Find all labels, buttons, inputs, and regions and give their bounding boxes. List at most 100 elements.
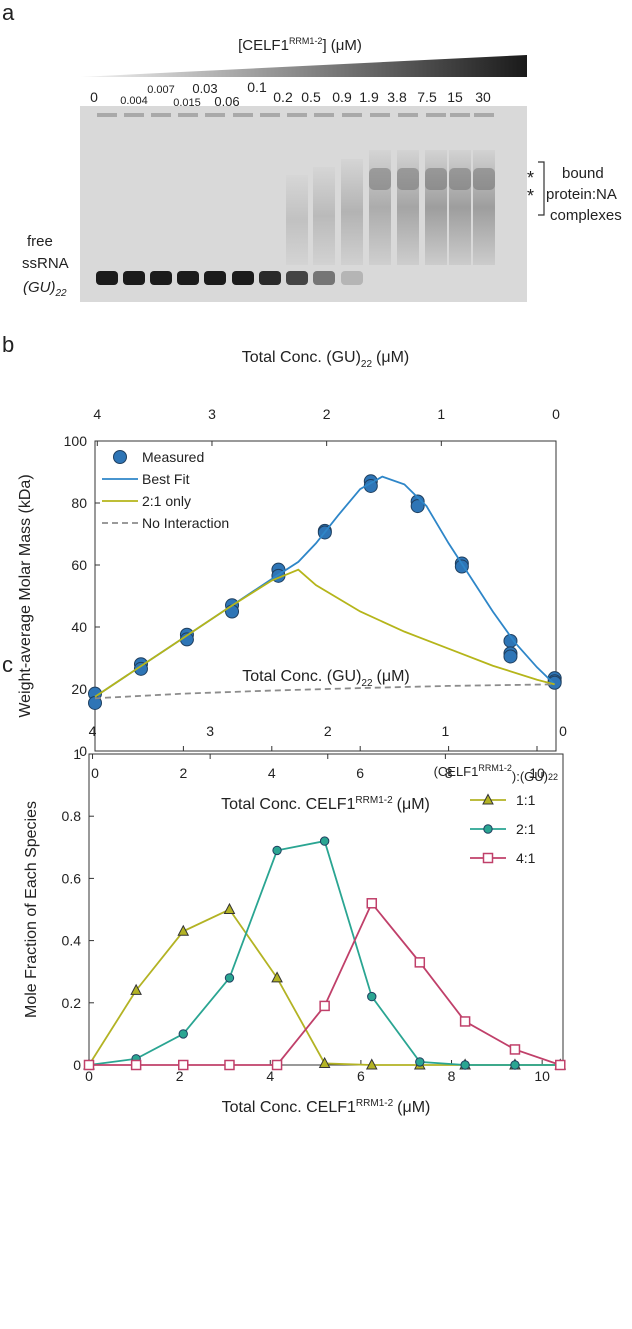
- x-tick-label: 2: [180, 765, 188, 781]
- marker: [224, 1059, 235, 1071]
- y-axis-label: Mole Fraction of Each Species: [23, 801, 40, 1018]
- marker: [482, 793, 494, 805]
- free-band: [341, 271, 363, 285]
- well: [314, 113, 334, 117]
- smear: [286, 175, 308, 265]
- rna-label-part: (GU): [23, 279, 56, 296]
- marker: [319, 836, 330, 846]
- lane-label: 3.8: [387, 89, 407, 105]
- legend-label: 4:1: [516, 850, 536, 866]
- free-band: [150, 271, 172, 285]
- x2-axis-label-part: (μM): [377, 668, 410, 685]
- series-line: [94, 683, 555, 700]
- asterisk: *: [527, 168, 534, 188]
- free-label: ssRNA: [22, 255, 69, 272]
- marker: [459, 1016, 471, 1027]
- smear: [473, 150, 495, 265]
- x2-axis-label-script: 22: [361, 359, 373, 370]
- free-band: [232, 271, 254, 285]
- x-axis-label: Total Conc. CELF1RRM1-2 (μM): [222, 1098, 431, 1116]
- marker: [365, 1058, 378, 1070]
- legend-title-part: 22: [548, 772, 558, 782]
- legend: (CELF1RRM1-2):(GU)22 1:1 2:1 4:1: [434, 763, 558, 866]
- x2-axis-label-script: 22: [361, 678, 373, 689]
- asterisk: *: [527, 186, 534, 206]
- legend-label: No Interaction: [142, 515, 229, 531]
- concentration-wedge: [80, 55, 527, 77]
- rna-label: (GU)22: [23, 279, 67, 299]
- x2-axis-label-part: Total Conc. (GU): [242, 668, 361, 685]
- marker: [415, 1057, 425, 1067]
- marker: [178, 1059, 189, 1071]
- lane-label: 0.004: [120, 95, 148, 107]
- marker: [366, 898, 378, 909]
- well: [398, 113, 418, 117]
- x2-tick-label: 3: [206, 723, 214, 739]
- marker: [223, 902, 236, 914]
- well: [450, 113, 470, 117]
- free-band: [96, 271, 118, 285]
- legend-title-part: (CELF1: [434, 764, 479, 779]
- lane-label: 7.5: [417, 89, 437, 105]
- gel-lanes: [96, 113, 495, 285]
- x-tick-label: 10: [529, 765, 545, 781]
- smear: [449, 150, 471, 265]
- lane-label: 0.2: [273, 89, 293, 105]
- free-band: [313, 271, 335, 285]
- free-band: [259, 271, 281, 285]
- series-line: [88, 840, 561, 1066]
- well: [233, 113, 253, 117]
- lane-label: 0.06: [214, 94, 239, 109]
- legend-label: 2:1: [516, 821, 536, 837]
- x-axis-label-part: (μM): [397, 796, 430, 813]
- legend: Measured Best Fit 2:1 only No Interaction: [102, 449, 229, 531]
- marker: [510, 1060, 520, 1070]
- x-tick-label: 10: [534, 1068, 550, 1084]
- bound-band: [473, 168, 495, 190]
- y-tick-label: 40: [71, 619, 87, 635]
- x-axis-label-part: Total Conc. CELF1: [222, 1099, 356, 1116]
- marker: [130, 983, 142, 995]
- well: [426, 113, 446, 117]
- well: [474, 113, 494, 117]
- x-tick-label: 0: [91, 765, 99, 781]
- legend-label: Best Fit: [142, 471, 190, 487]
- marker: [177, 924, 190, 936]
- x-tick-label: 8: [445, 765, 453, 781]
- x-tick-label: 0: [85, 1068, 93, 1084]
- x2-tick-label: 0: [559, 723, 567, 739]
- well: [97, 113, 117, 117]
- marker: [460, 1060, 470, 1070]
- x-tick-label: 4: [268, 765, 276, 781]
- marker: [318, 1056, 331, 1068]
- legend-title-part: RRM1-2: [478, 763, 512, 773]
- x-tick-label: 8: [448, 1068, 456, 1084]
- y-tick-label: 0.4: [62, 933, 82, 949]
- well: [124, 113, 144, 117]
- y-axis-label: Weight-average Molar Mass (kDa): [17, 474, 34, 717]
- smear: [425, 150, 447, 265]
- marker: [482, 852, 494, 864]
- x2-tick-label: 0: [552, 406, 560, 422]
- lane-label: 0.5: [301, 89, 321, 105]
- series-line: [89, 901, 561, 1066]
- free-band: [286, 271, 308, 285]
- free-band: [204, 271, 226, 285]
- x-axis-label-part: Total Conc. CELF1: [221, 796, 355, 813]
- well: [342, 113, 362, 117]
- marker: [271, 971, 283, 983]
- marker: [414, 957, 426, 968]
- marker: [133, 661, 148, 676]
- x-tick-label: 2: [176, 1068, 184, 1084]
- marker: [224, 973, 235, 983]
- well: [205, 113, 225, 117]
- smear: [369, 150, 391, 265]
- marker: [555, 1059, 566, 1071]
- bound-band: [425, 168, 447, 190]
- panel-label: c: [2, 652, 13, 677]
- x2-axis-label-part: (μM): [376, 349, 409, 366]
- lane-label: 0: [90, 89, 98, 105]
